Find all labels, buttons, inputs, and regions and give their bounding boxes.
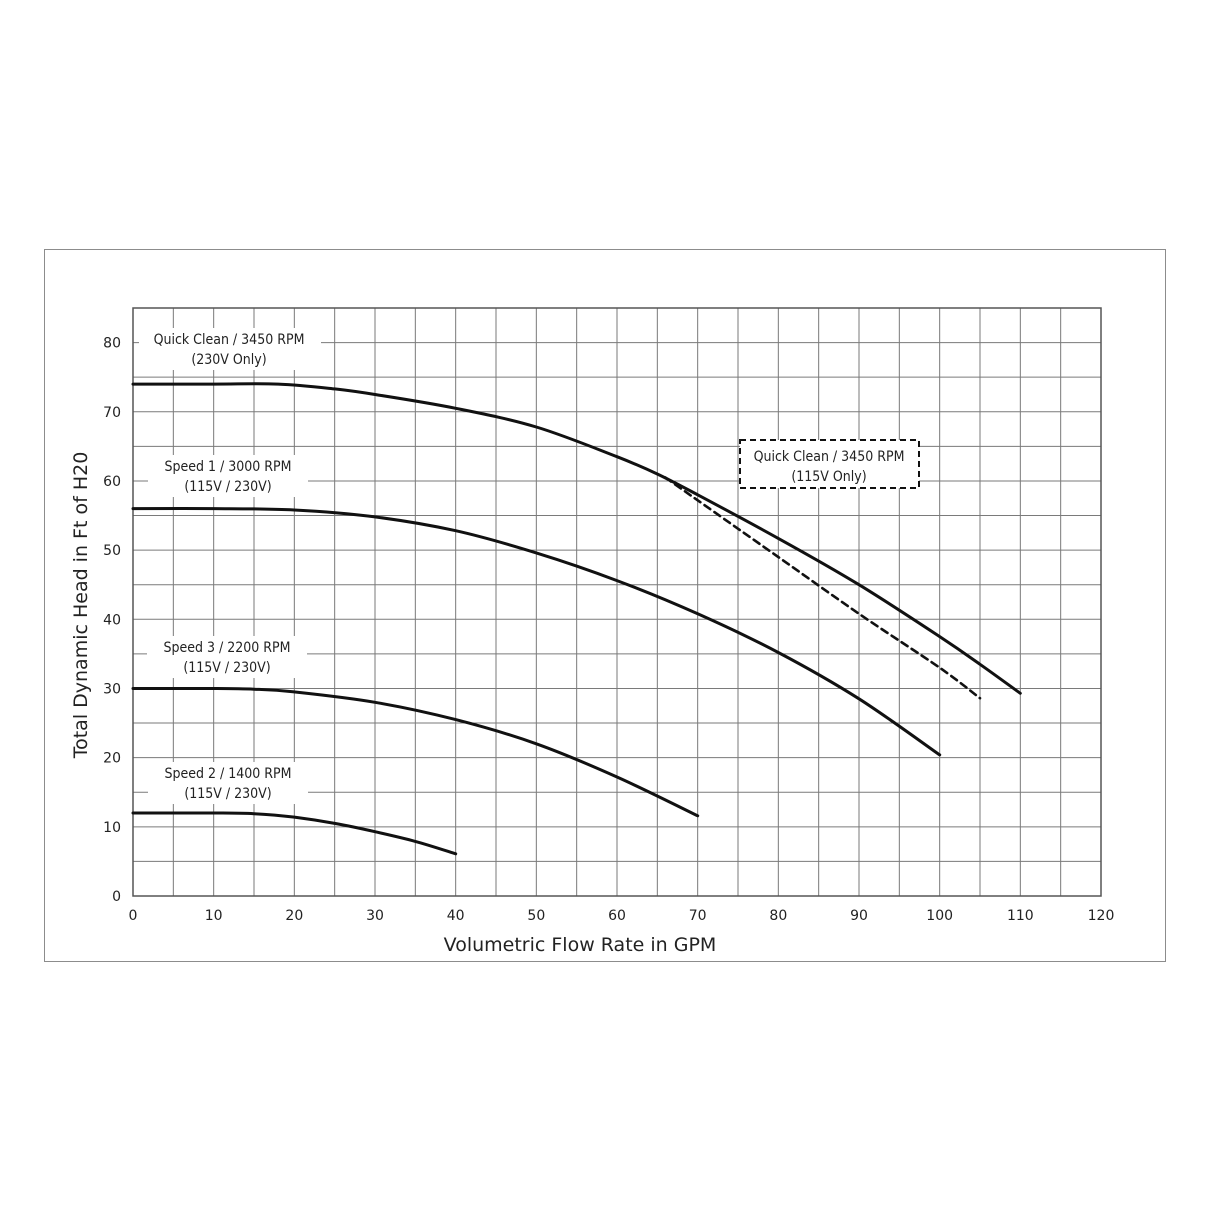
x-tick-label: 100 (926, 908, 953, 924)
series-label-line1: Quick Clean / 3450 RPM (754, 449, 905, 465)
series-line-2 (664, 476, 982, 700)
y-tick-label: 10 (103, 820, 121, 836)
y-tick-label: 80 (103, 336, 121, 352)
x-tick-label: 90 (850, 908, 868, 924)
y-axis-title: Total Dynamic Head in Ft of H20 (70, 452, 92, 760)
series-label-line2: (115V / 230V) (184, 479, 271, 495)
y-tick-label: 70 (103, 405, 121, 421)
x-tick-label: 10 (205, 908, 223, 924)
series-label-background (148, 455, 308, 497)
series-line-4 (131, 686, 700, 818)
pump-curve-chart: Quick Clean / 3450 RPM (230V Only) Quick C… (70, 307, 1114, 956)
x-tick-label: 40 (447, 908, 465, 924)
y-tick-label: 50 (103, 543, 121, 559)
x-tick-label: 30 (366, 908, 384, 924)
series-line-3 (131, 507, 942, 757)
series-label-background (148, 762, 308, 804)
series-label-background (139, 328, 321, 370)
x-tick-label: 110 (1007, 908, 1034, 924)
x-tick-label: 80 (769, 908, 787, 924)
y-tick-label: 20 (103, 751, 121, 767)
x-tick-label: 120 (1088, 908, 1115, 924)
series-line-5 (131, 811, 458, 856)
series-label-line2: (115V / 230V) (184, 786, 271, 802)
y-tick-label: 0 (112, 889, 121, 905)
y-tick-label: 40 (103, 612, 121, 628)
x-tick-label: 0 (129, 908, 138, 924)
plot-border (132, 307, 1102, 897)
x-tick-label: 70 (689, 908, 707, 924)
series-label-line1: Speed 2 / 1400 RPM (164, 766, 291, 782)
series-label-line2: (115V Only) (791, 469, 866, 485)
series-label-background (147, 636, 307, 678)
grid (132, 307, 1102, 897)
series-label-line2: (230V Only) (191, 352, 266, 368)
x-axis-title: Volumetric Flow Rate in GPM (444, 934, 717, 956)
y-tick-label: 30 (103, 681, 121, 697)
tick-labels: 0 10 20 30 40 50 60 70 80 90 100 110 120 0 10 20 30 40 50 6… (103, 336, 1114, 924)
curve-labels: Quick Clean / 3450 RPM (230V Only) Quick C… (139, 328, 920, 804)
series-label-line1: Speed 1 / 3000 RPM (164, 459, 291, 475)
curves (131, 382, 1022, 856)
series-label-line1: Quick Clean / 3450 RPM (154, 332, 305, 348)
series-label-line1: Speed 3 / 2200 RPM (163, 640, 290, 656)
series-label-line2: (115V / 230V) (183, 660, 270, 676)
series-label-box (739, 439, 920, 489)
x-tick-label: 50 (527, 908, 545, 924)
y-tick-label: 60 (103, 474, 121, 490)
x-tick-label: 60 (608, 908, 626, 924)
x-tick-label: 20 (285, 908, 303, 924)
chart-frame: Quick Clean / 3450 RPM (230V Only) Quick C… (44, 249, 1166, 962)
series-line-1 (131, 382, 1022, 695)
